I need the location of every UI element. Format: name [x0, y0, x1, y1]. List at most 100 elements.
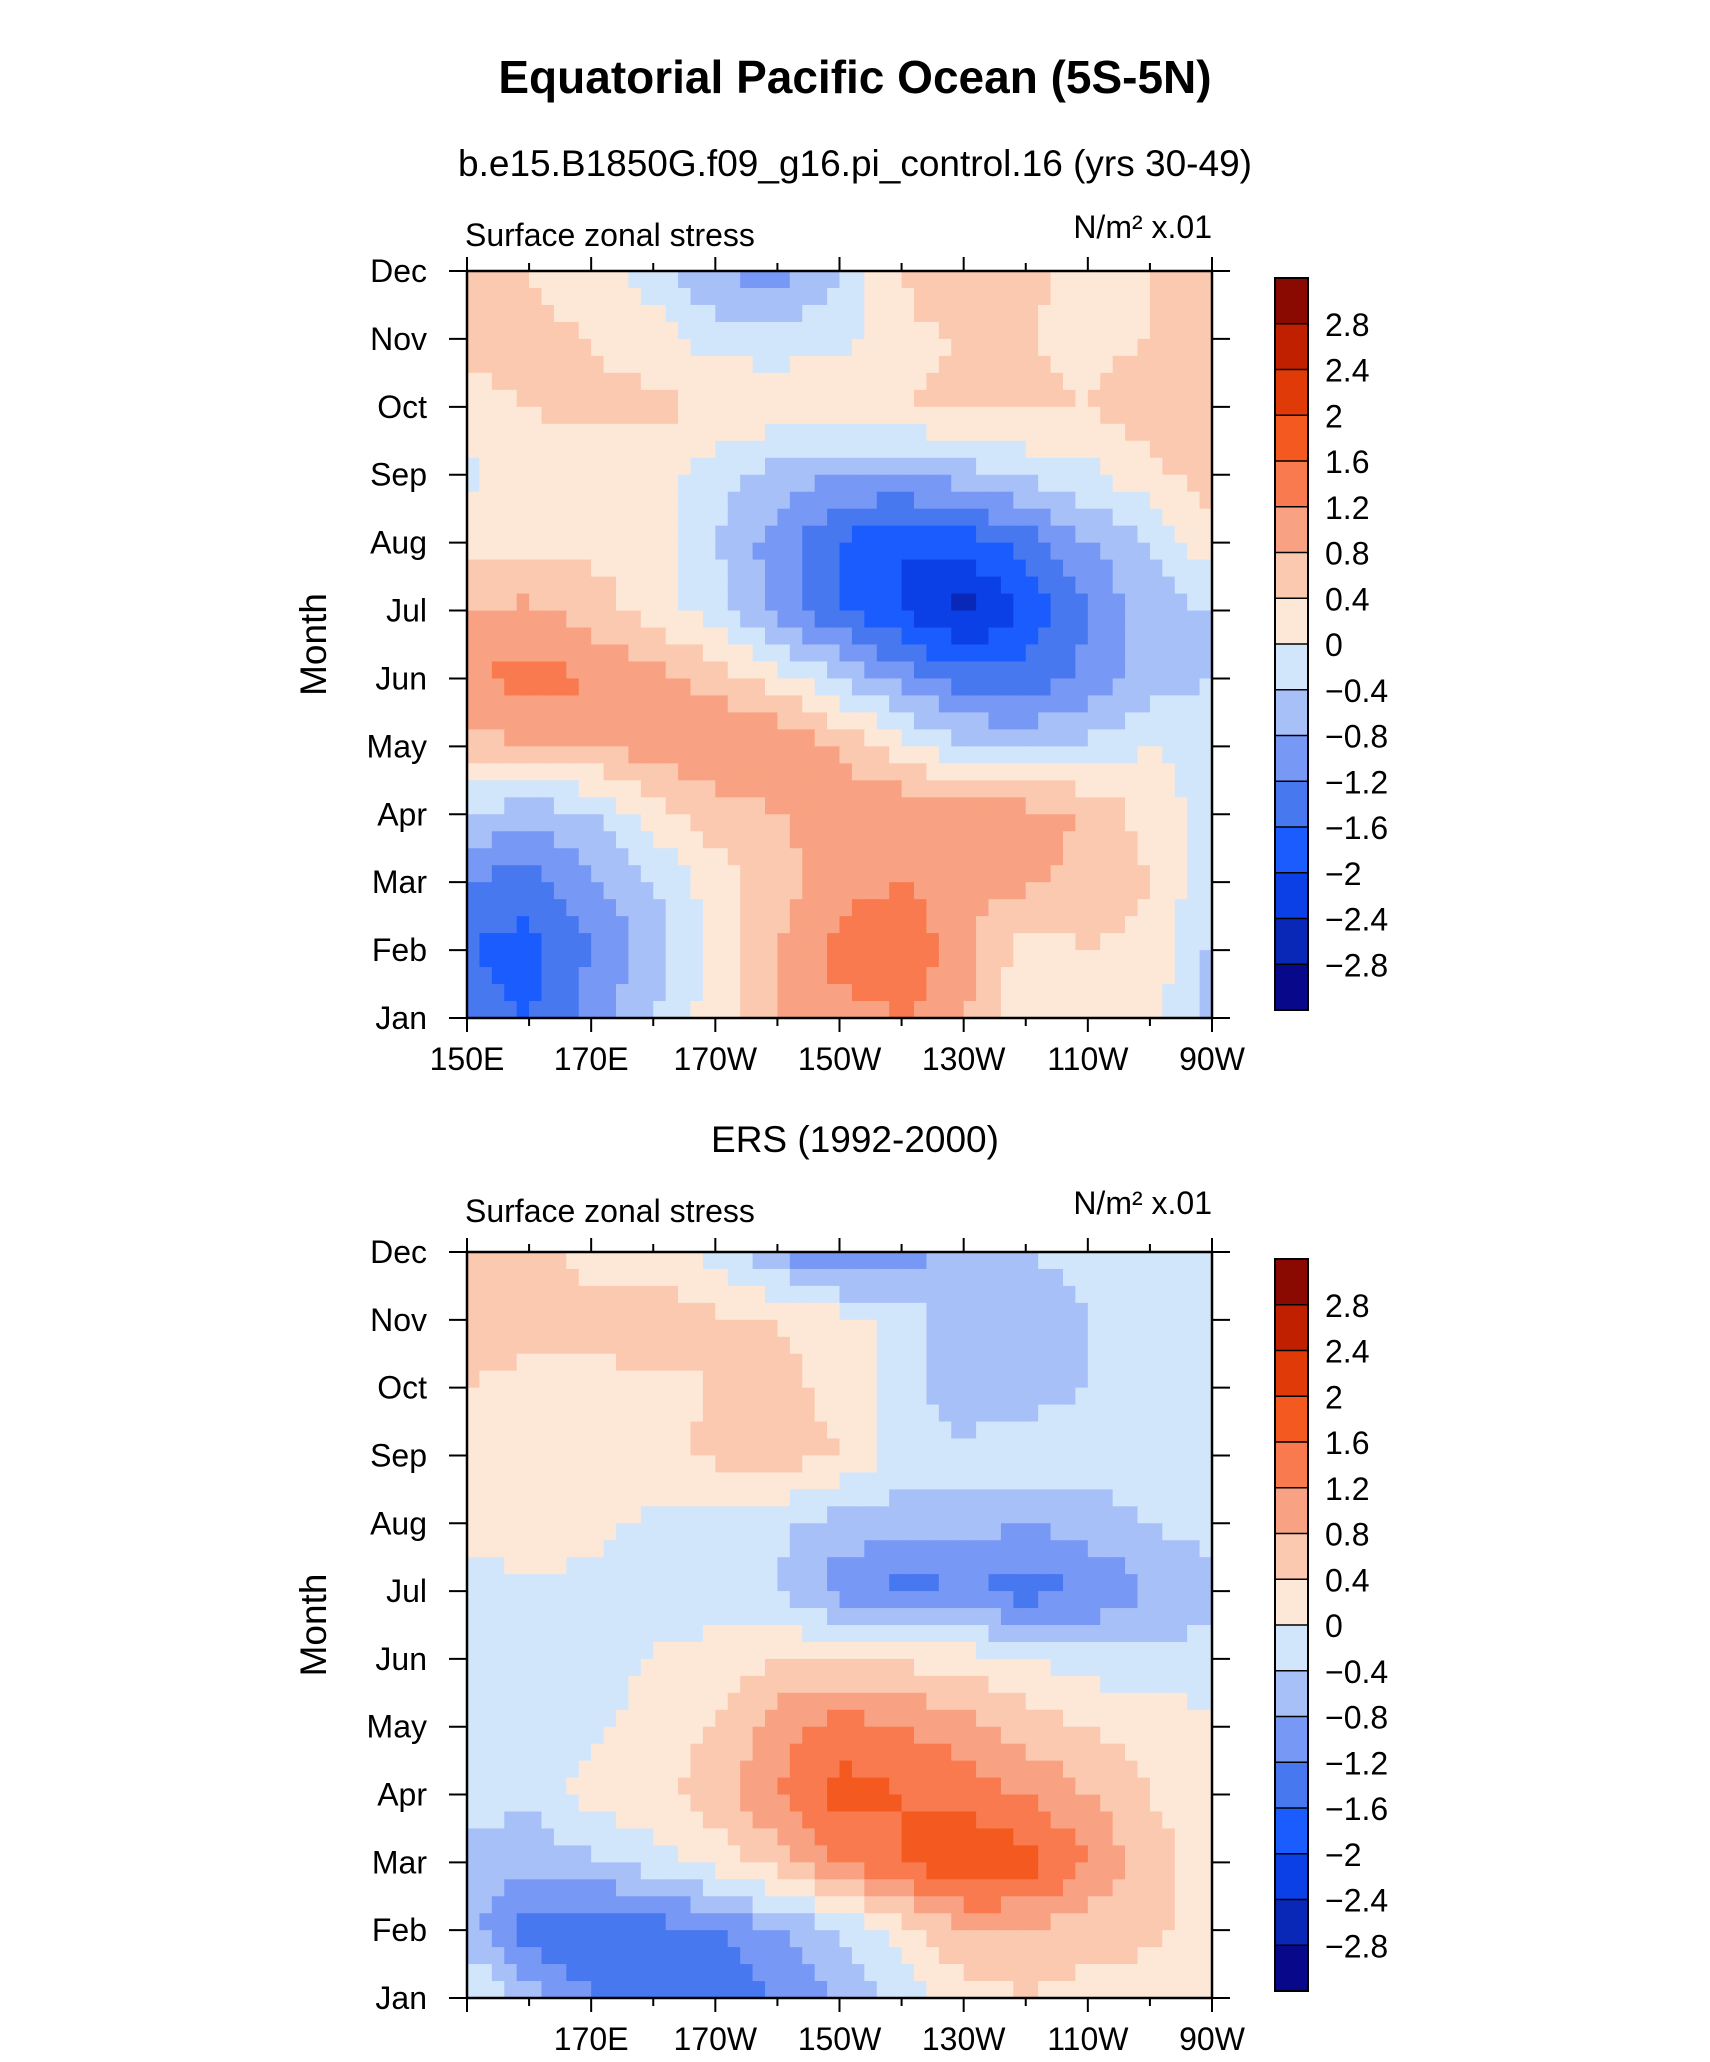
- heatmap-cell: [504, 1370, 518, 1389]
- heatmap-cell: [827, 746, 841, 764]
- heatmap-cell: [851, 1675, 865, 1694]
- heatmap-cell: [789, 712, 803, 730]
- heatmap-cell: [951, 338, 965, 357]
- heatmap-cell: [529, 389, 543, 408]
- heatmap-cell: [1100, 474, 1114, 493]
- heatmap-cell: [616, 1591, 630, 1609]
- heatmap-cell: [777, 406, 791, 425]
- heatmap-cell: [851, 1387, 865, 1406]
- heatmap-cell: [988, 797, 1002, 815]
- heatmap-cell: [1125, 763, 1139, 781]
- heatmap-cell: [851, 1455, 865, 1473]
- heatmap-cell: [1025, 593, 1039, 612]
- heatmap-cell: [789, 1828, 803, 1846]
- heatmap-cell: [851, 712, 865, 730]
- heatmap-cell: [1050, 1438, 1064, 1457]
- heatmap-cell: [938, 576, 952, 595]
- heatmap-cell: [1013, 1828, 1027, 1846]
- heatmap-cell: [1149, 287, 1163, 306]
- heatmap-cell: [1038, 1862, 1052, 1880]
- heatmap-cell: [827, 1421, 841, 1440]
- heatmap-cell: [951, 661, 965, 680]
- heatmap-cell: [603, 1506, 617, 1524]
- heatmap-cell: [827, 440, 841, 459]
- heatmap-cell: [1087, 933, 1101, 951]
- heatmap-cell: [740, 1811, 754, 1830]
- heatmap-cell: [889, 627, 903, 646]
- heatmap-cell: [702, 746, 716, 764]
- heatmap-cell: [827, 1319, 841, 1338]
- heatmap-cell: [727, 542, 741, 561]
- heatmap-cell: [541, 1709, 555, 1728]
- heatmap-cell: [541, 899, 555, 917]
- heatmap-cell: [976, 1591, 990, 1609]
- heatmap-cell: [591, 1455, 605, 1473]
- heatmap-cell: [802, 1506, 816, 1524]
- heatmap-cell: [516, 865, 530, 883]
- heatmap-cell: [640, 1455, 654, 1473]
- heatmap-cell: [864, 1709, 878, 1728]
- heatmap-cell: [901, 508, 915, 527]
- heatmap-cell: [889, 1641, 903, 1660]
- heatmap-cell: [640, 1370, 654, 1389]
- heatmap-cell: [1149, 1557, 1163, 1575]
- heatmap-cell: [603, 916, 617, 934]
- heatmap-cell: [1125, 1268, 1139, 1287]
- heatmap-cell: [988, 763, 1002, 781]
- heatmap-cell: [529, 1845, 543, 1863]
- heatmap-cell: [1112, 729, 1126, 747]
- heatmap-cell: [1162, 661, 1176, 680]
- heatmap-cell: [876, 1001, 890, 1019]
- heatmap-cell: [616, 899, 630, 917]
- heatmap-cell: [802, 372, 816, 391]
- heatmap-cell: [553, 423, 567, 442]
- heatmap-cell: [665, 1455, 679, 1473]
- heatmap-cell: [566, 304, 580, 323]
- heatmap-cell: [802, 848, 816, 866]
- heatmap-cell: [777, 797, 791, 815]
- heatmap-cell: [665, 831, 679, 849]
- heatmap-cell: [963, 1489, 977, 1507]
- heatmap-cell: [1187, 1370, 1201, 1389]
- heatmap-cell: [1100, 1557, 1114, 1575]
- heatmap-cell: [740, 1777, 754, 1796]
- heatmap-cell: [1100, 304, 1114, 323]
- heatmap-cell: [864, 287, 878, 306]
- heatmap-cell: [1000, 1302, 1014, 1321]
- heatmap-cell: [1187, 1438, 1201, 1457]
- heatmap-cell: [516, 474, 530, 493]
- heatmap-cell: [951, 1625, 965, 1643]
- heatmap-cell: [653, 746, 667, 764]
- heatmap-cell: [1038, 389, 1052, 408]
- heatmap-cell: [578, 1302, 592, 1321]
- heatmap-cell: [988, 712, 1002, 730]
- heatmap-cell: [814, 1658, 828, 1677]
- heatmap-cell: [702, 304, 716, 323]
- heatmap-cell: [914, 508, 928, 527]
- heatmap-cell: [665, 797, 679, 815]
- heatmap-cell: [516, 1726, 530, 1745]
- heatmap-cell: [951, 491, 965, 510]
- heatmap-cell: [988, 338, 1002, 357]
- heatmap-cell: [529, 1302, 543, 1321]
- heatmap-cell: [1038, 797, 1052, 815]
- heatmap-cell: [1025, 1692, 1039, 1711]
- heatmap-cell: [553, 1421, 567, 1440]
- heatmap-cell: [988, 1625, 1002, 1643]
- heatmap-cell: [467, 1455, 481, 1473]
- heatmap-cell: [752, 1760, 766, 1779]
- heatmap-cell: [1149, 542, 1163, 561]
- heatmap-cell: [876, 1743, 890, 1762]
- heatmap-cell: [951, 1777, 965, 1796]
- heatmap-cell: [591, 882, 605, 900]
- heatmap-cell: [516, 559, 530, 578]
- heatmap-cell: [827, 712, 841, 730]
- heatmap-cell: [467, 1709, 481, 1728]
- heatmap-cell: [914, 1001, 928, 1019]
- heatmap-cell: [914, 933, 928, 951]
- heatmap-cell: [1038, 542, 1052, 561]
- heatmap-cell: [1199, 542, 1213, 561]
- heatmap-cell: [678, 933, 692, 951]
- heatmap-cell: [702, 831, 716, 849]
- heatmap-cell: [889, 695, 903, 714]
